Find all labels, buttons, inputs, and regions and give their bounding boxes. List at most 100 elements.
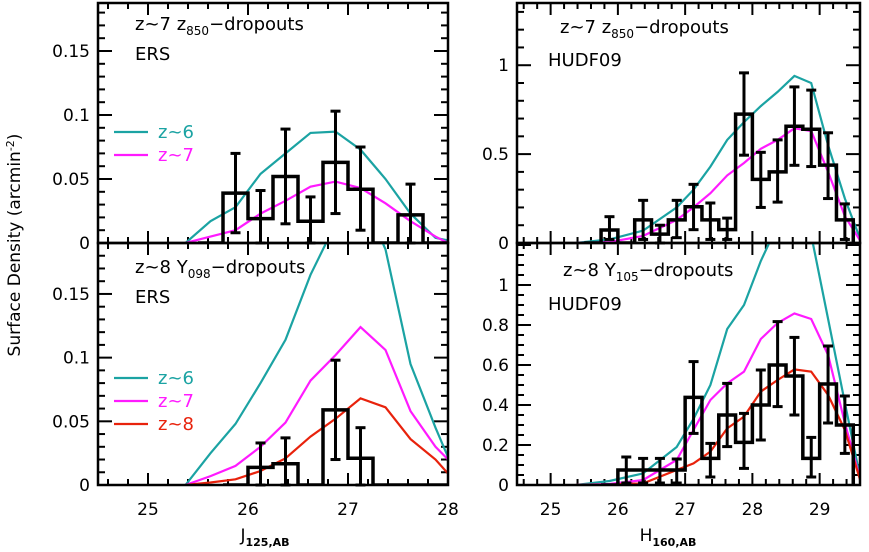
error-bar (839, 202, 850, 241)
series-line-z6 (575, 243, 860, 485)
series-line-z7 (575, 127, 860, 243)
y-tick-label: 1 (498, 56, 509, 76)
y-tick-label: 0.4 (482, 396, 509, 416)
error-bar (355, 426, 366, 487)
x-tick-label: 27 (337, 500, 359, 520)
error-bar (330, 109, 341, 216)
legend-label: z~8 (158, 414, 194, 435)
histogram (584, 112, 856, 243)
x-tick-label: 25 (540, 500, 562, 520)
y-axis-title-sup: -2 (4, 140, 17, 151)
series-line-z6 (184, 243, 448, 485)
error-bar (738, 71, 749, 157)
error-bar (621, 455, 632, 485)
title-text: z~8 Y (563, 260, 617, 281)
x-axis-title-main: J (239, 526, 245, 546)
error-bar (330, 358, 341, 462)
field-label: ERS (135, 44, 170, 65)
x-tick-label: 28 (437, 500, 459, 520)
error-bar (789, 335, 800, 417)
y-tick-label: 0.8 (482, 316, 509, 336)
y-tick-label: 0.15 (52, 285, 90, 305)
legend-item: z~7 (114, 145, 194, 166)
title-text: −dropouts (634, 17, 729, 38)
x-axis-title-main: H (640, 526, 653, 546)
error-bar (705, 441, 716, 479)
y-tick-label: 0 (79, 476, 90, 496)
error-bar (738, 411, 749, 470)
y-tick-label: 0.5 (482, 145, 509, 165)
error-bar (789, 85, 800, 167)
legend-label: z~6 (158, 122, 194, 143)
error-bar (671, 457, 682, 485)
plot-frame (515, 241, 862, 487)
x-tick-label: 26 (237, 500, 259, 520)
panel-title: z~7 z850−dropouts (135, 14, 304, 38)
error-bar (772, 320, 783, 409)
title-text: −dropouts (639, 260, 734, 281)
title-subscript: 850 (611, 27, 634, 41)
panel-bottom-left: 0 0.05 0.1 0.15 25 26 27 28 z~8 Y098−dropouts ERS… (52, 241, 459, 520)
y-tick-label: 0.2 (482, 436, 509, 456)
error-bar (688, 182, 699, 232)
title-text: z~8 Y (135, 257, 189, 278)
error-bar (230, 151, 241, 235)
error-bar (280, 127, 291, 226)
y-tick-label: 0.1 (63, 106, 90, 126)
y-tick-label: 0 (79, 234, 90, 254)
error-bar (604, 215, 615, 241)
plot-frame (96, 241, 450, 487)
error-bar (654, 456, 665, 485)
x-axis-title: H160,AB (640, 526, 697, 549)
y-tick-label: 0 (498, 476, 509, 496)
y-tick-label: 0.05 (52, 170, 90, 190)
title-subscript: 850 (186, 24, 209, 38)
y-tick-label: 0.1 (63, 349, 90, 369)
x-axis-title-sub: 160,AB (652, 536, 696, 549)
x-tick-label: 27 (674, 500, 696, 520)
model-curves (184, 130, 448, 243)
panel-title: z~7 z850−dropouts (560, 17, 729, 41)
legend-item: z~6 (114, 122, 194, 143)
error-bar (823, 344, 834, 425)
y-tick-label: 0.6 (482, 356, 509, 376)
field-label: ERS (135, 287, 170, 308)
x-axis-title-sub: 125,AB (245, 536, 289, 549)
legend-label: z~7 (158, 391, 194, 412)
y-tick-label: 1 (498, 276, 509, 296)
legend-label: z~6 (158, 368, 194, 389)
error-bar (839, 394, 850, 455)
y-axis-title: Surface Density (arcmin-2) (4, 134, 25, 357)
x-tick-label: 26 (607, 500, 629, 520)
histogram (198, 160, 448, 243)
series-line-z6 (184, 130, 448, 243)
panel-title: z~8 Y105−dropouts (563, 260, 733, 284)
y-tick-label: 0 (498, 234, 509, 254)
title-text: z~7 z (560, 17, 611, 38)
error-bar (823, 131, 834, 201)
y-axis-title-end: ) (5, 134, 25, 141)
axis-ticks (98, 242, 449, 486)
error-bar (722, 381, 733, 449)
legend-item: z~7 (114, 391, 194, 412)
error-bar (722, 216, 733, 241)
error-bar (755, 368, 766, 442)
error-bar (671, 198, 682, 240)
title-subscript: 098 (188, 267, 211, 281)
title-text: −dropouts (209, 14, 304, 35)
error-bar (638, 456, 649, 485)
series-line-z7 (185, 325, 448, 485)
y-axis-title-main: Surface Density (arcmin (5, 151, 25, 356)
x-tick-label: 25 (137, 500, 159, 520)
title-text: −dropouts (211, 257, 306, 278)
title-text: z~7 z (135, 14, 186, 35)
x-tick-label: 29 (809, 500, 831, 520)
error-bar (705, 201, 716, 241)
legend-item: z~6 (114, 368, 194, 389)
panel-top-right: 0 0.5 1 z~7 z850−dropouts HUDF09 (482, 1, 862, 254)
panel-title: z~8 Y098−dropouts (135, 257, 305, 281)
legend-item: z~8 (114, 414, 194, 435)
series-line-z8 (185, 397, 448, 485)
legend-label: z~7 (158, 145, 194, 166)
